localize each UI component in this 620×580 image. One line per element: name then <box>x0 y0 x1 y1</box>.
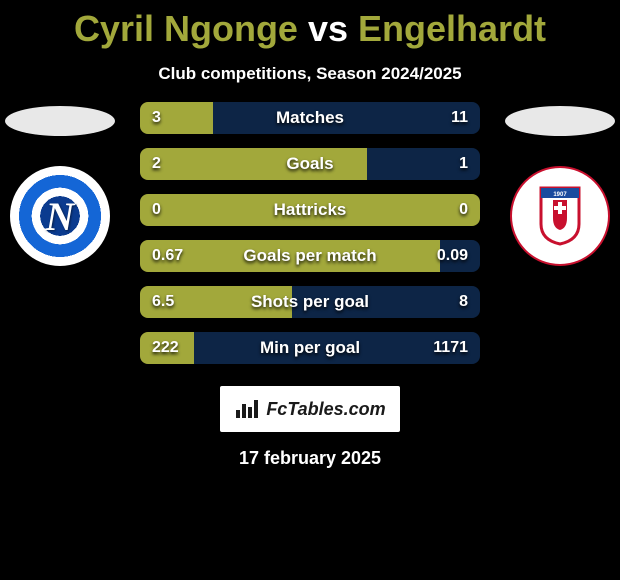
stat-label: Matches <box>276 108 344 128</box>
player1-name: Cyril Ngonge <box>74 8 298 49</box>
player2-column: 1907 <box>500 102 620 266</box>
player1-club-badge: N <box>10 166 110 266</box>
stat-label: Goals per match <box>243 246 376 266</box>
stat-value-player2: 1171 <box>433 339 468 357</box>
player1-column: N <box>0 102 120 266</box>
stat-value-player1: 3 <box>152 109 161 127</box>
bar-chart-icon <box>234 398 260 420</box>
content-area: N 1907 3 Matches 11 2 Goals 1 0 Hattricks 0 0.67 G… <box>0 102 620 364</box>
site-badge: FcTables.com <box>220 386 400 432</box>
stat-value-player1: 0 <box>152 201 161 219</box>
stat-label: Goals <box>286 154 333 174</box>
stat-value-player2: 0.09 <box>437 247 468 265</box>
stat-value-player1: 6.5 <box>152 293 174 311</box>
site-name: FcTables.com <box>266 399 385 420</box>
stat-bars: 3 Matches 11 2 Goals 1 0 Hattricks 0 0.67 Goals pe… <box>140 102 480 364</box>
player2-name: Engelhardt <box>358 8 546 49</box>
player1-oval <box>5 106 115 136</box>
como-year: 1907 <box>553 192 567 198</box>
vs-text: vs <box>308 8 348 49</box>
como-shield-icon: 1907 <box>537 186 583 246</box>
stat-bar: 0.67 Goals per match 0.09 <box>140 240 480 272</box>
stat-bar: 0 Hattricks 0 <box>140 194 480 226</box>
stat-bar: 6.5 Shots per goal 8 <box>140 286 480 318</box>
bar-fill-player1 <box>140 102 213 134</box>
stat-value-player2: 8 <box>459 293 468 311</box>
subtitle: Club competitions, Season 2024/2025 <box>0 64 620 84</box>
bar-fill-player2 <box>213 102 480 134</box>
stat-bar: 2 Goals 1 <box>140 148 480 180</box>
stat-label: Hattricks <box>274 200 347 220</box>
stat-value-player2: 0 <box>459 201 468 219</box>
stat-value-player1: 0.67 <box>152 247 183 265</box>
stat-value-player2: 1 <box>459 155 468 173</box>
stat-bar: 3 Matches 11 <box>140 102 480 134</box>
date: 17 february 2025 <box>0 448 620 469</box>
comparison-title: Cyril Ngonge vs Engelhardt <box>0 0 620 50</box>
stat-bar: 222 Min per goal 1171 <box>140 332 480 364</box>
stat-label: Shots per goal <box>251 292 369 312</box>
player2-club-badge: 1907 <box>510 166 610 266</box>
stat-value-player1: 2 <box>152 155 161 173</box>
player2-oval <box>505 106 615 136</box>
stat-label: Min per goal <box>260 338 360 358</box>
stat-value-player2: 11 <box>451 109 468 127</box>
napoli-n-icon: N <box>46 193 75 240</box>
stat-value-player1: 222 <box>152 339 179 357</box>
